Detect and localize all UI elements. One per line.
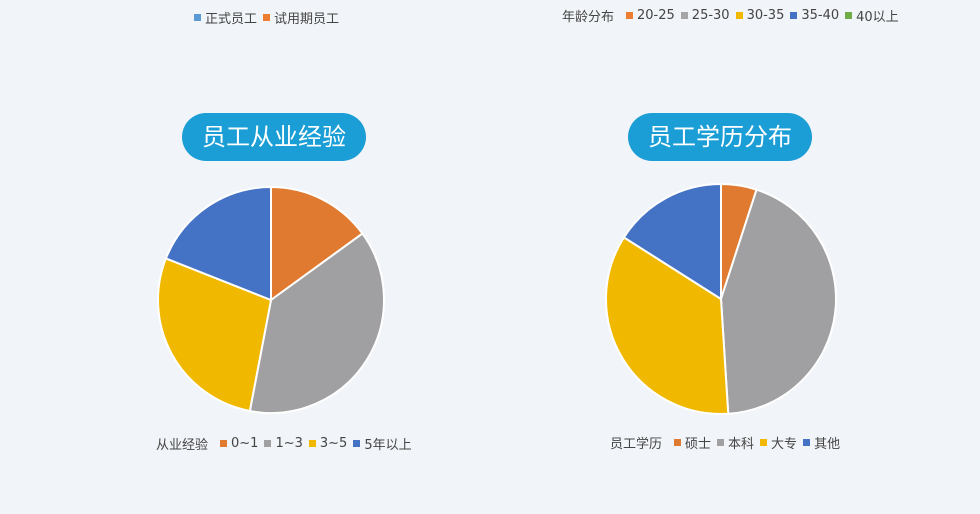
legend-item-age-20-25: 20-25 [626,8,675,23]
experience-chart-title: 员工从业经验 [182,113,366,161]
legend-title: 从业经验 [156,438,209,453]
legend-item-age-25-30: 25-30 [680,8,730,23]
legend-swatch [845,12,853,19]
legend-swatch [263,14,271,21]
legend-swatch [220,440,228,447]
legend-item-college: 大专 [760,433,797,452]
legend-item-1-3: 1~3 [264,436,303,451]
legend-label: 30-35 [746,8,785,23]
legend-item-age-40-plus: 40以上 [845,6,899,25]
legend-label: 0~1 [231,436,259,451]
legend-swatch [735,12,743,19]
legend-item-probation-staff: 试用期员工 [263,8,339,27]
legend-item-other: 其他 [803,433,840,452]
legend-item-regular-staff: 正式员工 [194,8,257,27]
legend-item-3-5: 3~5 [308,436,348,451]
pie-slice-3-5 [157,257,272,412]
experience-pie-chart [157,186,385,414]
legend-label: 40以上 [856,10,899,25]
legend-label: 本科 [728,437,755,452]
legend-label: 硕士 [685,437,712,452]
legend-item-5-plus: 5年以上 [353,434,412,453]
legend-swatch [264,440,272,447]
education-legend: 员工学历 硕士 本科 大专 其他 [610,433,840,452]
legend-title: 年龄分布 [562,10,615,25]
legend-swatch [790,12,798,19]
pie-slice-other [622,183,722,300]
pie-slice-0-1 [270,186,364,301]
legend-swatch [626,12,634,19]
legend-label: 3~5 [319,436,348,451]
legend-item-0-1: 0~1 [220,436,258,451]
legend-swatch [803,439,811,446]
legend-item-master: 硕士 [674,433,711,452]
pie-slice-1-3 [248,232,385,414]
legend-label: 20-25 [637,8,675,23]
legend-label: 大专 [771,437,798,452]
pie-slice-college [605,236,730,415]
legend-swatch [353,440,361,447]
legend-label: 其他 [814,437,841,452]
top-left-legend: 正式员工 试用期员工 [194,8,339,27]
education-pie-chart [605,183,837,415]
legend-label: 35-40 [801,8,840,23]
legend-label: 试用期员工 [274,12,340,27]
education-chart-title: 员工学历分布 [628,113,812,161]
legend-item-age-30-35: 30-35 [735,8,785,23]
legend-label: 1~3 [275,436,303,451]
legend-item-bachelor: 本科 [717,433,754,452]
pie-slice-bachelor [720,188,837,415]
legend-title: 员工学历 [610,437,663,452]
legend-swatch [760,439,768,446]
legend-label: 25-30 [691,8,730,23]
legend-label: 5年以上 [364,438,412,453]
legend-swatch [194,14,201,21]
pie-slice-5-plus [164,186,272,301]
top-right-legend: 年龄分布 20-25 25-30 30-35 35-40 40以上 [562,6,899,25]
legend-swatch [674,439,682,446]
legend-swatch [717,439,725,446]
legend-swatch [308,440,316,447]
legend-label: 正式员工 [205,12,258,27]
experience-legend: 从业经验 0~1 1~3 3~5 5年以上 [156,434,412,453]
legend-item-age-35-40: 35-40 [790,8,839,23]
legend-swatch [680,12,688,19]
